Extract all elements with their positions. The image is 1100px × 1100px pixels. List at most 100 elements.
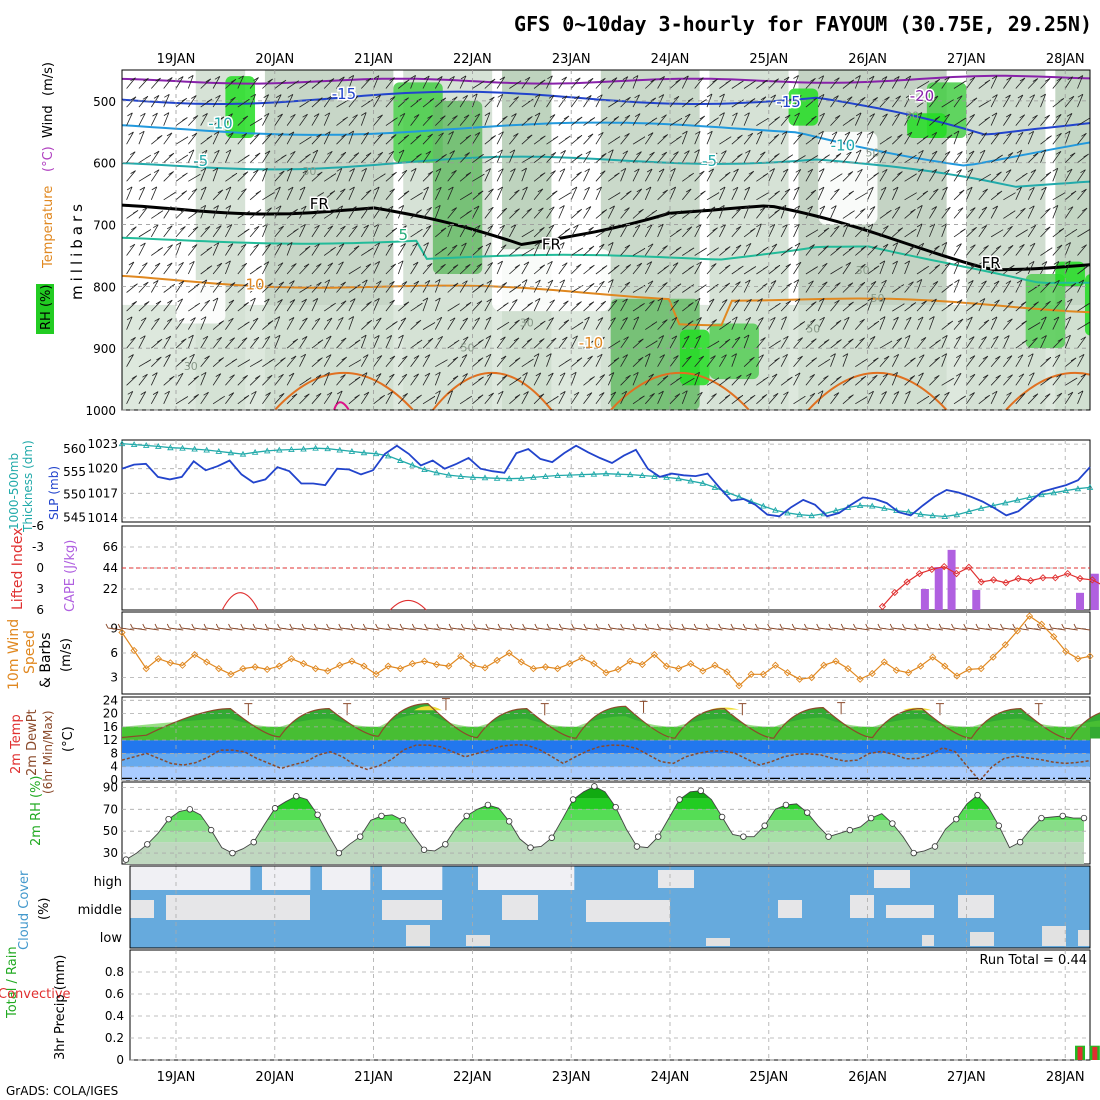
wind-barb: [521, 167, 527, 182]
wind-barb: [904, 302, 917, 312]
wind-barb: [138, 173, 152, 182]
wind-barb: [953, 189, 965, 201]
wind-barb: [385, 281, 395, 293]
slp-line: [121, 444, 1091, 518]
temp-max-whisker: [837, 702, 846, 715]
wind-barb: [249, 297, 256, 312]
tick-label: 66: [103, 540, 118, 554]
cloud-low-cell: [406, 925, 430, 946]
wind-barb: [1027, 94, 1036, 108]
wind-barb: [286, 393, 298, 405]
wind-barb: [496, 131, 504, 145]
wind-barb: [546, 317, 555, 330]
wind-barb: [225, 172, 238, 182]
wind-barb: [681, 188, 692, 201]
wind-barb: [151, 135, 163, 145]
wind-barb: [385, 299, 395, 312]
wind-barb: [360, 372, 368, 386]
wind-barb: [496, 321, 510, 330]
wind-barb: [200, 204, 207, 219]
wind-barb: [484, 298, 493, 312]
wind-barb: [595, 280, 605, 293]
wind-barb: [570, 134, 583, 145]
temperature-unit-label: (°C): [41, 146, 56, 172]
wind-barb: [348, 316, 355, 330]
wind-barb: [163, 192, 176, 201]
wind-barb: [990, 355, 1001, 367]
wind-barb: [719, 93, 725, 108]
wind-barb: [1003, 335, 1010, 349]
wind-barb: [595, 116, 608, 126]
wind-barb-10m: [203, 623, 221, 631]
wind-barb-10m: [853, 623, 870, 631]
wind-barb: [632, 316, 640, 330]
wind-barb: [583, 339, 596, 349]
wind-barb: [410, 209, 422, 219]
wind-speed-point: [251, 663, 259, 671]
wind-barb: [966, 336, 975, 349]
wind-barb: [1064, 152, 1076, 163]
wind-speed-point: [154, 655, 162, 663]
wind-barb: [237, 321, 250, 330]
wind-barb: [496, 168, 504, 182]
wind-barb: [731, 281, 741, 293]
wind-barb: [657, 265, 670, 275]
wind-barb: [916, 205, 923, 219]
wind-barb: [385, 150, 395, 163]
wind-barb: [558, 336, 568, 349]
wind-barb: [978, 132, 988, 145]
wind-barb: [756, 354, 764, 367]
wind-barb: [830, 131, 838, 145]
wind-barb: [1040, 171, 1052, 182]
wind-barb: [200, 98, 213, 108]
wind-barb-10m: [130, 623, 147, 631]
wind-barb: [237, 133, 248, 145]
wind-barb: [323, 225, 334, 238]
wind-barb: [780, 131, 788, 145]
wind-barb: [323, 371, 330, 386]
wind-barb: [953, 318, 964, 330]
wind-barb: [336, 76, 345, 89]
isotherm-label: -10: [208, 115, 233, 133]
wind-barb: [188, 115, 199, 126]
wind-barb: [311, 243, 320, 256]
wind-barb: [323, 190, 336, 201]
tick-label: 1023: [87, 437, 118, 451]
wind-speed-point: [977, 664, 985, 673]
wind-barb: [126, 354, 134, 367]
wind-barb: [212, 357, 224, 368]
rh-point: [207, 826, 215, 834]
wind-barb: [546, 299, 556, 312]
wind-barb-10m: [914, 623, 931, 631]
wind-barb: [348, 394, 360, 405]
wind-barb: [459, 192, 473, 201]
wind-barb: [175, 261, 184, 275]
tick-label: 22: [103, 582, 118, 596]
wind-barb: [1064, 190, 1077, 201]
wind-barb-10m: [1049, 623, 1066, 631]
cloud-high-cell: [382, 866, 395, 890]
wind-barb: [1077, 93, 1084, 108]
wind-barb: [891, 391, 900, 404]
wind-barb: [533, 279, 541, 293]
rh-point: [378, 812, 385, 820]
wind-barb: [1015, 229, 1028, 238]
wind-barb: [1089, 217, 1090, 219]
wind-barb: [731, 80, 744, 89]
thickness-point: [832, 507, 840, 514]
wind-barb: [669, 210, 682, 219]
wind-barb: [200, 265, 213, 275]
wind-barb: [756, 173, 769, 182]
wind-barb: [1089, 403, 1090, 404]
wind-barb: [780, 391, 789, 405]
wind-barb: [743, 98, 756, 108]
wind-barb: [397, 169, 408, 182]
wind-barb: [138, 242, 146, 256]
wind-barb: [126, 131, 134, 145]
wind-barb: [496, 302, 509, 312]
wind-barb: [941, 223, 947, 238]
thickness-point: [493, 474, 501, 481]
wind-barb: [1089, 310, 1090, 312]
wind-barb: [719, 171, 731, 182]
wind-speed-point: [856, 675, 864, 683]
